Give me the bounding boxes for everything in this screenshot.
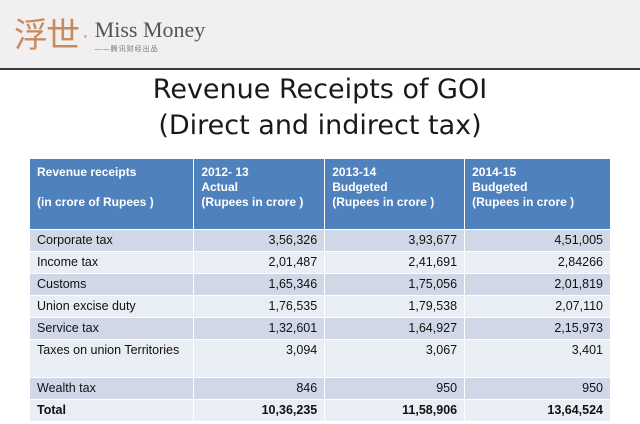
logo-subtitle: ——腾讯财经出品: [94, 45, 159, 53]
cell-2014-15: 2,01,819: [464, 272, 611, 295]
cell-2014-15: 2,84266: [464, 250, 611, 273]
cell-2012-13: 3,56,326: [193, 228, 326, 251]
header-2014-15: 2014-15 Budgeted (Rupees in crore ): [464, 159, 611, 229]
cell-2012-13: 1,65,346: [193, 272, 326, 295]
watermark-header: 浮世 · Miss Money ——腾讯财经出品: [0, 0, 640, 70]
header-line: 2012- 13: [201, 165, 249, 179]
row-label: Taxes on union Territories: [30, 338, 195, 377]
cell-2013-14: 3,067: [324, 338, 466, 377]
cell-2013-14: 11,58,906: [324, 398, 466, 421]
row-label: Customs: [30, 272, 195, 295]
header-spacer: [37, 180, 186, 195]
row-label: Service tax: [30, 316, 195, 339]
cell-2013-14: 1,75,056: [324, 272, 466, 295]
row-label: Income tax: [30, 250, 195, 273]
logo-dot: ·: [82, 24, 89, 47]
table-header-row: Revenue receipts (in crore of Rupees ) 2…: [30, 159, 611, 229]
row-label: Corporate tax: [30, 228, 195, 251]
table-row-total: Total 10,36,235 11,58,906 13,64,524: [30, 398, 611, 421]
header-line: Revenue receipts: [37, 165, 137, 179]
slide-title: Revenue Receipts of GOI (Direct and indi…: [0, 72, 640, 144]
logo-mark: 浮世: [14, 16, 80, 56]
row-label: Union excise duty: [30, 294, 195, 317]
header-revenue-receipts: Revenue receipts (in crore of Rupees ): [30, 159, 195, 229]
logo-name: Miss Money: [94, 16, 206, 42]
table-row: Taxes on union Territories 3,094 3,067 3…: [30, 338, 611, 377]
brand-logo: 浮世 · Miss Money ——腾讯财经出品: [14, 12, 205, 60]
cell-2012-13: 1,32,601: [193, 316, 326, 339]
cell-2014-15: 13,64,524: [464, 398, 611, 421]
cell-2014-15: 2,15,973: [464, 316, 611, 339]
cell-2014-15: 950: [464, 376, 611, 399]
cell-2013-14: 3,93,677: [324, 228, 466, 251]
table-row: Corporate tax 3,56,326 3,93,677 4,51,005: [30, 228, 611, 251]
header-line: (in crore of Rupees ): [37, 195, 154, 209]
header-line: (Rupees in crore ): [332, 195, 435, 209]
table-row: Wealth tax 846 950 950: [30, 376, 611, 399]
header-2012-13: 2012- 13 Actual (Rupees in crore ): [193, 159, 326, 229]
title-line-2: (Direct and indirect tax): [158, 110, 482, 141]
cell-2014-15: 4,51,005: [464, 228, 611, 251]
table-row: Income tax 2,01,487 2,41,691 2,84266: [30, 250, 611, 273]
cell-2012-13: 10,36,235: [193, 398, 326, 421]
title-line-1: Revenue Receipts of GOI: [152, 74, 488, 105]
cell-2014-15: 3,401: [464, 338, 611, 377]
header-line: 2013-14: [332, 165, 377, 179]
cell-2013-14: 2,41,691: [324, 250, 466, 273]
row-label: Wealth tax: [30, 376, 195, 399]
header-line: (Rupees in crore ): [201, 195, 304, 209]
cell-2013-14: 950: [324, 376, 466, 399]
cell-2013-14: 1,79,538: [324, 294, 466, 317]
table-row: Service tax 1,32,601 1,64,927 2,15,973: [30, 316, 611, 339]
header-line: Budgeted: [332, 180, 388, 194]
logo-text: Miss Money ——腾讯财经出品: [94, 16, 206, 54]
cell-2012-13: 2,01,487: [193, 250, 326, 273]
cell-2012-13: 3,094: [193, 338, 326, 377]
header-line: (Rupees in crore ): [472, 195, 575, 209]
cell-2012-13: 846: [193, 376, 326, 399]
cell-2013-14: 1,64,927: [324, 316, 466, 339]
header-line: Budgeted: [472, 180, 528, 194]
header-line: Actual: [201, 180, 239, 194]
revenue-table: Revenue receipts (in crore of Rupees ) 2…: [30, 159, 611, 421]
row-label: Total: [30, 398, 195, 421]
header-line: 2014-15: [472, 165, 517, 179]
cell-2014-15: 2,07,110: [464, 294, 611, 317]
cell-2012-13: 1,76,535: [193, 294, 326, 317]
header-2013-14: 2013-14 Budgeted (Rupees in crore ): [324, 159, 466, 229]
table-row: Customs 1,65,346 1,75,056 2,01,819: [30, 272, 611, 295]
table-row: Union excise duty 1,76,535 1,79,538 2,07…: [30, 294, 611, 317]
